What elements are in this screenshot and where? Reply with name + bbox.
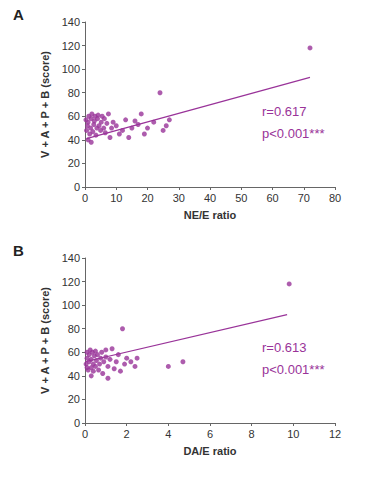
svg-text:DA/E ratio: DA/E ratio [183, 445, 236, 457]
svg-text:70: 70 [298, 192, 310, 204]
svg-text:30: 30 [173, 192, 185, 204]
svg-text:8: 8 [249, 428, 255, 440]
svg-text:80: 80 [68, 87, 80, 99]
svg-text:V + A + P + B (score): V + A + P + B (score) [39, 51, 51, 158]
svg-text:140: 140 [62, 252, 80, 264]
svg-text:0: 0 [82, 192, 88, 204]
svg-text:80: 80 [329, 192, 341, 204]
svg-text:60: 60 [266, 192, 278, 204]
svg-text:40: 40 [204, 192, 216, 204]
svg-text:6: 6 [207, 428, 213, 440]
svg-text:12: 12 [329, 428, 341, 440]
svg-text:120: 120 [62, 276, 80, 288]
svg-text:100: 100 [62, 299, 80, 311]
svg-text:r=0.613: r=0.613 [262, 340, 306, 355]
svg-text:100: 100 [62, 63, 80, 75]
svg-text:V + A + P + B (score): V + A + P + B (score) [39, 287, 51, 394]
svg-text:0: 0 [82, 428, 88, 440]
svg-text:2: 2 [124, 428, 130, 440]
svg-text:40: 40 [68, 134, 80, 146]
svg-text:60: 60 [68, 110, 80, 122]
svg-text:0: 0 [74, 181, 80, 193]
svg-text:10: 10 [110, 192, 122, 204]
svg-text:120: 120 [62, 40, 80, 52]
svg-text:50: 50 [235, 192, 247, 204]
svg-text:NE/E ratio: NE/E ratio [184, 209, 237, 221]
svg-text:60: 60 [68, 346, 80, 358]
svg-text:4: 4 [165, 428, 171, 440]
svg-text:80: 80 [68, 323, 80, 335]
svg-text:20: 20 [68, 157, 80, 169]
svg-text:20: 20 [141, 192, 153, 204]
svg-text:p<0.001***: p<0.001*** [262, 362, 325, 377]
svg-text:r=0.617: r=0.617 [262, 104, 306, 119]
svg-text:10: 10 [287, 428, 299, 440]
svg-text:140: 140 [62, 16, 80, 28]
svg-text:0: 0 [74, 417, 80, 429]
svg-text:40: 40 [68, 370, 80, 382]
svg-text:B: B [13, 242, 24, 259]
svg-text:20: 20 [68, 393, 80, 405]
svg-text:A: A [13, 6, 24, 23]
svg-text:p<0.001***: p<0.001*** [262, 126, 325, 141]
